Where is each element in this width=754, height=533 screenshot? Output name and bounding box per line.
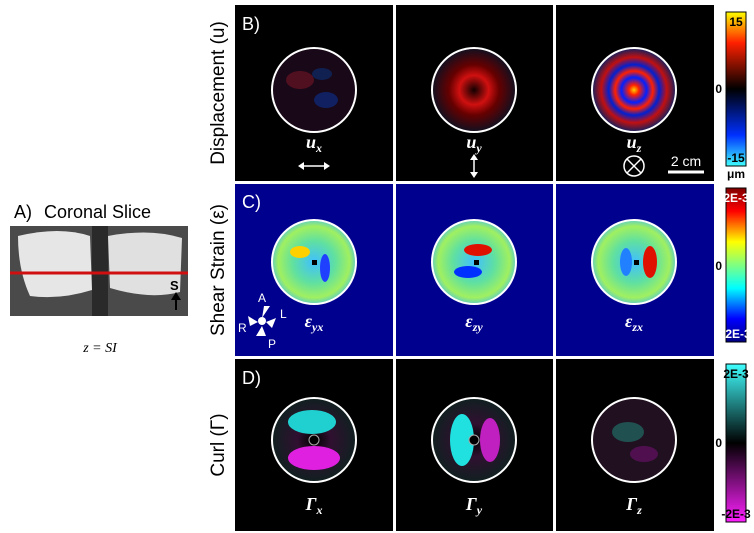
row-title: Displacement (u)	[208, 21, 229, 165]
orientation-label: L	[280, 307, 287, 321]
map-circle	[592, 220, 676, 304]
map-circle	[272, 220, 356, 304]
colorbar-label: 15	[729, 15, 743, 29]
page: { "panel_a": {"label": "A)", "title": "C…	[0, 0, 754, 533]
direction-marker: S	[170, 278, 179, 293]
colorbar	[726, 12, 746, 166]
orientation-label: P	[268, 337, 276, 351]
panel-label: C)	[242, 192, 261, 212]
row-title: Curl (Γ)	[208, 413, 229, 476]
panel-label: A)	[14, 202, 32, 222]
colorbar	[726, 188, 746, 342]
panel-label: D)	[242, 368, 261, 388]
colorbar-label: -2E-3	[721, 507, 751, 521]
map-circle	[592, 398, 676, 482]
colorbar-label: 2E-3	[723, 367, 749, 381]
colorbar-label: 0	[715, 82, 722, 96]
colorbar-unit: μm	[727, 167, 745, 181]
colorbar-label: 2E-3	[723, 191, 749, 205]
colorbar-label: 0	[715, 259, 722, 273]
scale-bar-label: 2 cm	[671, 153, 701, 169]
map-circle	[592, 48, 676, 132]
row-title: Shear Strain (ε)	[208, 204, 229, 336]
map-circle	[272, 398, 356, 482]
equation: z = SI	[82, 341, 118, 356]
map-circle	[432, 48, 516, 132]
figure: A) Coronal Slice S z = SI Displacement (…	[0, 0, 754, 533]
map-circle	[432, 220, 516, 304]
map-circle	[432, 398, 516, 482]
colorbar-label: 0	[715, 436, 722, 450]
panel-title: Coronal Slice	[44, 202, 151, 222]
panel-label: B)	[242, 14, 260, 34]
orientation-label: R	[238, 321, 247, 335]
colorbar-label: -15	[727, 151, 745, 165]
orientation-label: A	[258, 291, 266, 305]
colorbar	[726, 364, 746, 522]
mri-slice	[10, 226, 188, 316]
colorbar-label: -2E-3	[721, 327, 751, 341]
map-circle	[272, 48, 356, 132]
